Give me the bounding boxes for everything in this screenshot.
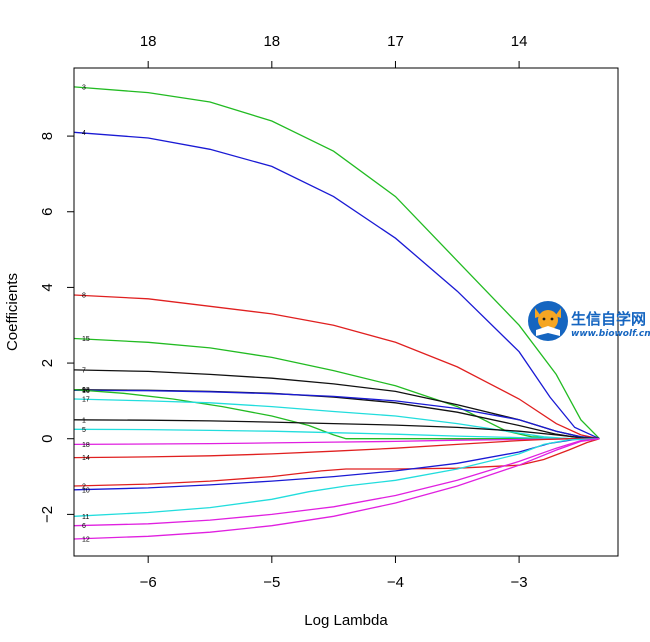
series-line-9 <box>73 388 600 440</box>
curve-label-13: 13 <box>82 387 90 394</box>
y-tick-label: 4 <box>39 283 56 291</box>
curve-label-18: 18 <box>82 442 90 449</box>
curve-label-9: 9 <box>82 387 86 394</box>
series-line-14 <box>73 438 600 459</box>
curve-label-10: 10 <box>82 487 90 494</box>
top-tick-label: 14 <box>511 33 528 50</box>
y-tick-label: −2 <box>39 506 56 523</box>
series-line-2 <box>73 438 600 487</box>
series-line-3 <box>73 86 600 440</box>
y-tick-label: 2 <box>39 359 56 367</box>
curve-label-4: 4 <box>82 130 86 137</box>
top-tick-label: 18 <box>263 33 280 50</box>
x-tick-label: −6 <box>140 574 157 591</box>
series-line-12 <box>73 438 600 540</box>
watermark-logo: 生信自学网 www.biowolf.cn <box>528 301 650 341</box>
fox-reading-book-icon <box>528 301 568 341</box>
series-line-1 <box>73 419 600 440</box>
curve-label-7: 7 <box>82 367 86 374</box>
series-line-17 <box>73 398 600 440</box>
curve-label-11: 11 <box>82 514 89 521</box>
y-axis-title: Coefficients <box>4 273 21 351</box>
curve-label-1: 1 <box>82 417 86 424</box>
series-line-8 <box>73 294 600 440</box>
series-layer <box>73 86 600 540</box>
y-tick-label: 0 <box>39 435 56 443</box>
top-tick-label: 17 <box>387 33 404 50</box>
series-line-16 <box>73 389 600 440</box>
curve-label-2: 2 <box>82 484 86 491</box>
series-line-11 <box>73 438 600 517</box>
curve-label-8: 8 <box>82 293 86 300</box>
curve-label-16: 16 <box>82 388 90 395</box>
series-line-6 <box>73 438 600 527</box>
watermark-url: www.biowolf.cn <box>571 329 650 339</box>
y-tick-label: 6 <box>39 208 56 216</box>
x-tick-label: −5 <box>263 574 280 591</box>
series-line-5 <box>73 428 600 440</box>
top-tick-label: 18 <box>140 33 157 50</box>
series-line-18 <box>73 438 600 446</box>
curve-label-15: 15 <box>82 336 90 343</box>
curve-label-5: 5 <box>82 427 86 434</box>
curve-label-3: 3 <box>82 84 86 91</box>
curve-label-6: 6 <box>82 523 86 530</box>
series-line-4 <box>73 131 600 440</box>
y-tick-label: 8 <box>39 132 56 140</box>
x-tick-label: −3 <box>511 574 528 591</box>
curve-label-14: 14 <box>82 455 90 462</box>
series-line-7 <box>73 369 600 440</box>
x-tick-label: −4 <box>387 574 404 591</box>
watermark-title: 生信自学网 <box>571 310 646 328</box>
curve-label-12: 12 <box>82 537 90 544</box>
curve-label-17: 17 <box>82 397 90 404</box>
x-axis-title: Log Lambda <box>304 612 388 629</box>
